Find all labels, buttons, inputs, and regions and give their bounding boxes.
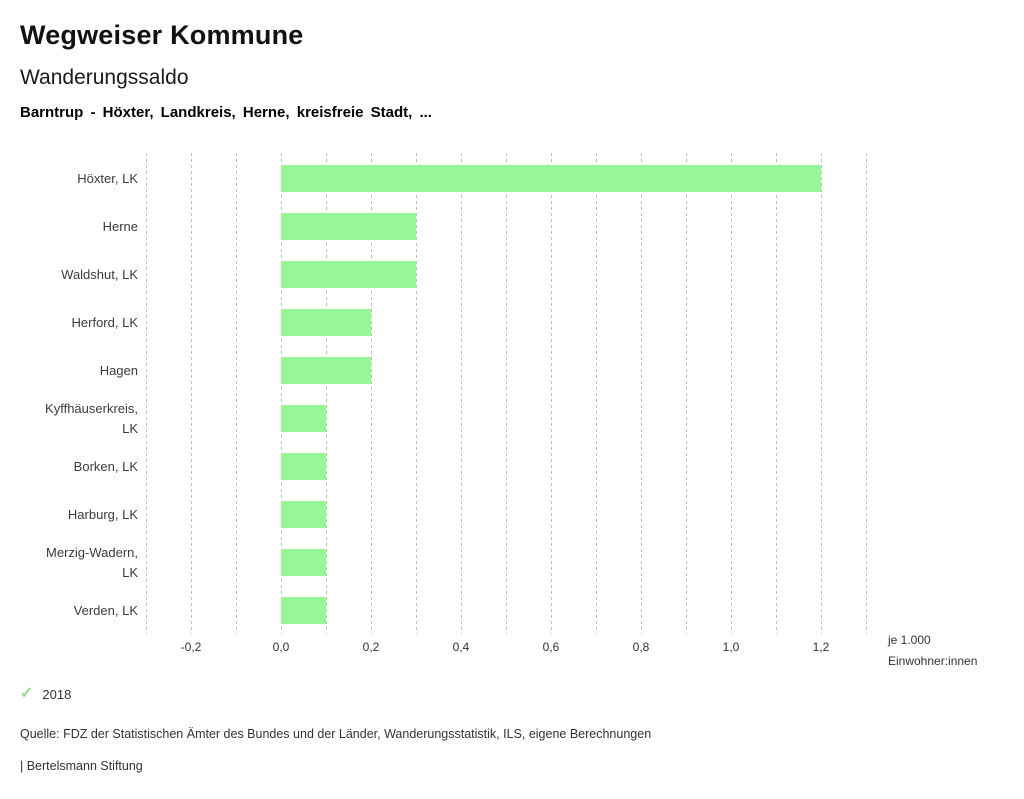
bar-row	[146, 443, 866, 491]
bar-row	[146, 347, 866, 395]
category-label: Kyffhäuserkreis, LK	[45, 401, 138, 436]
category-axis: Höxter, LK Herne Waldshut, LK Herford, LK Ha…	[0, 155, 138, 635]
x-tick-label: 1,0	[722, 640, 740, 654]
bar-merzig-wadern-lk[interactable]	[281, 549, 326, 576]
x-tick-label: 0,6	[542, 640, 560, 654]
bar-harburg-lk[interactable]	[281, 501, 326, 528]
bar-row	[146, 587, 866, 635]
bar-row	[146, 539, 866, 587]
category-label: Borken, LK	[73, 459, 138, 474]
x-tick-label: 0,2	[362, 640, 380, 654]
x-axis-ticks: -0,2 0,0 0,2 0,4 0,6 0,8 1,0 1,2	[146, 640, 866, 656]
bar-kyffhäuserkreis-lk[interactable]	[281, 405, 326, 432]
bar-row	[146, 395, 866, 443]
unit-label-line2: Einwohner:innen	[888, 654, 978, 668]
gridline	[146, 153, 147, 634]
bar-herne[interactable]	[281, 213, 416, 240]
gridline	[416, 153, 417, 634]
category-label: Merzig-Wadern, LK	[46, 545, 138, 580]
bar-waldshut-lk[interactable]	[281, 261, 416, 288]
app-title: Wegweiser Kommune	[20, 20, 304, 50]
bar-borken-lk[interactable]	[281, 453, 326, 480]
category-label: Waldshut, LK	[61, 267, 138, 282]
bar-hagen[interactable]	[281, 357, 371, 384]
gridline	[686, 153, 687, 634]
gridline	[641, 153, 642, 634]
category-label: Verden, LK	[73, 603, 138, 618]
gridline	[191, 153, 192, 634]
gridline	[821, 153, 822, 634]
gridline	[506, 153, 507, 634]
legend-item-2018[interactable]: ✓ 2018	[20, 686, 71, 702]
bar-row	[146, 203, 866, 251]
bar-rows	[146, 155, 866, 635]
plot-area	[146, 153, 867, 635]
chart-subtitle: Barntrup - Höxter, Landkreis, Herne, kre…	[20, 104, 432, 121]
category-label: Höxter, LK	[77, 171, 138, 186]
x-axis-unit-label: je 1.000 Einwohner:innen	[888, 630, 977, 672]
bar-row	[146, 491, 866, 539]
gridline	[281, 153, 282, 634]
x-tick-label: 0,4	[452, 640, 470, 654]
gridline	[236, 153, 237, 634]
bar-höxter-lk[interactable]	[281, 165, 821, 192]
brand-text: | Bertelsmann Stiftung	[20, 759, 143, 773]
category-label: Harburg, LK	[67, 507, 138, 522]
gridline	[596, 153, 597, 634]
gridline	[371, 153, 372, 634]
gridline	[866, 153, 867, 634]
bar-row	[146, 299, 866, 347]
gridline	[776, 153, 777, 634]
gridline	[731, 153, 732, 634]
x-tick-label: -0,2	[180, 640, 202, 654]
gridline	[326, 153, 327, 634]
gridline	[551, 153, 552, 634]
legend-year-label: 2018	[42, 686, 72, 702]
unit-label-line1: je 1.000	[888, 633, 931, 647]
chart-title: Wanderungssaldo	[20, 66, 189, 89]
category-label: Herne	[102, 219, 138, 234]
x-tick-label: 0,0	[272, 640, 290, 654]
bar-verden-lk[interactable]	[281, 597, 326, 624]
bar-row	[146, 251, 866, 299]
category-label: Herford, LK	[71, 315, 138, 330]
x-tick-label: 1,2	[812, 640, 830, 654]
bar-row	[146, 155, 866, 203]
gridline	[461, 153, 462, 634]
category-label: Hagen	[99, 363, 138, 378]
bar-herford-lk[interactable]	[281, 309, 371, 336]
x-tick-label: 0,8	[632, 640, 650, 654]
source-text: Quelle: FDZ der Statistischen Ämter des …	[20, 727, 652, 741]
check-icon: ✓	[20, 685, 34, 702]
